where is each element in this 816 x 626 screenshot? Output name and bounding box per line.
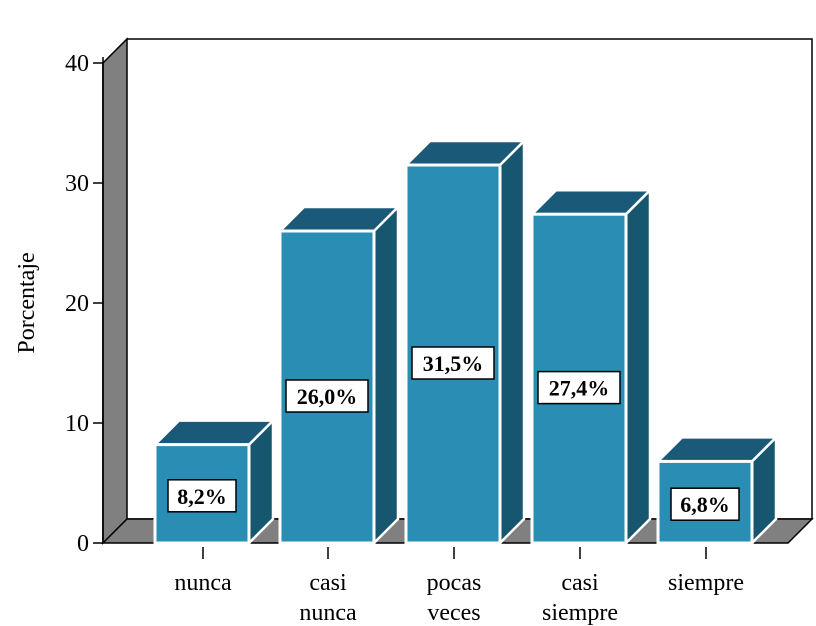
x-tick-label-3-1: siempre [542,600,618,626]
data-label-2: 31,5% [423,351,484,376]
y-tick-label-40: 40 [65,51,89,77]
x-tick-label-4-0: siempre [668,570,744,596]
data-label-box-2 [411,346,495,380]
x-tick-label-3-0: casi [561,570,599,596]
y-tick-label-30: 30 [65,171,89,197]
data-label-0: 8,2% [177,484,227,509]
x-tick-label-1-1: nunca [299,600,357,626]
y-tick-label-20: 20 [65,291,89,317]
data-label-4: 6,8% [680,492,730,517]
x-tick-label-2-0: pocas [427,570,482,596]
x-tick-label-2-1: veces [427,600,480,626]
data-label-box-1 [285,379,369,413]
bar-side-3 [624,187,652,547]
left-wall [102,37,128,545]
y-tick-label-0: 0 [77,531,89,557]
data-label-3: 27,4% [549,376,610,401]
x-tick-label-0-0: nunca [174,570,232,596]
data-label-box-3 [537,370,621,405]
data-label-box-0 [167,479,237,513]
data-label-box-4 [670,487,740,521]
y-axis-title: Porcentaje [14,252,40,353]
bar-side-1 [372,203,400,547]
x-tick-label-1-0: casi [309,570,347,596]
data-label-1: 26,0% [297,384,358,409]
y-tick-label-10: 10 [65,411,89,437]
bar-side-2 [498,137,526,547]
